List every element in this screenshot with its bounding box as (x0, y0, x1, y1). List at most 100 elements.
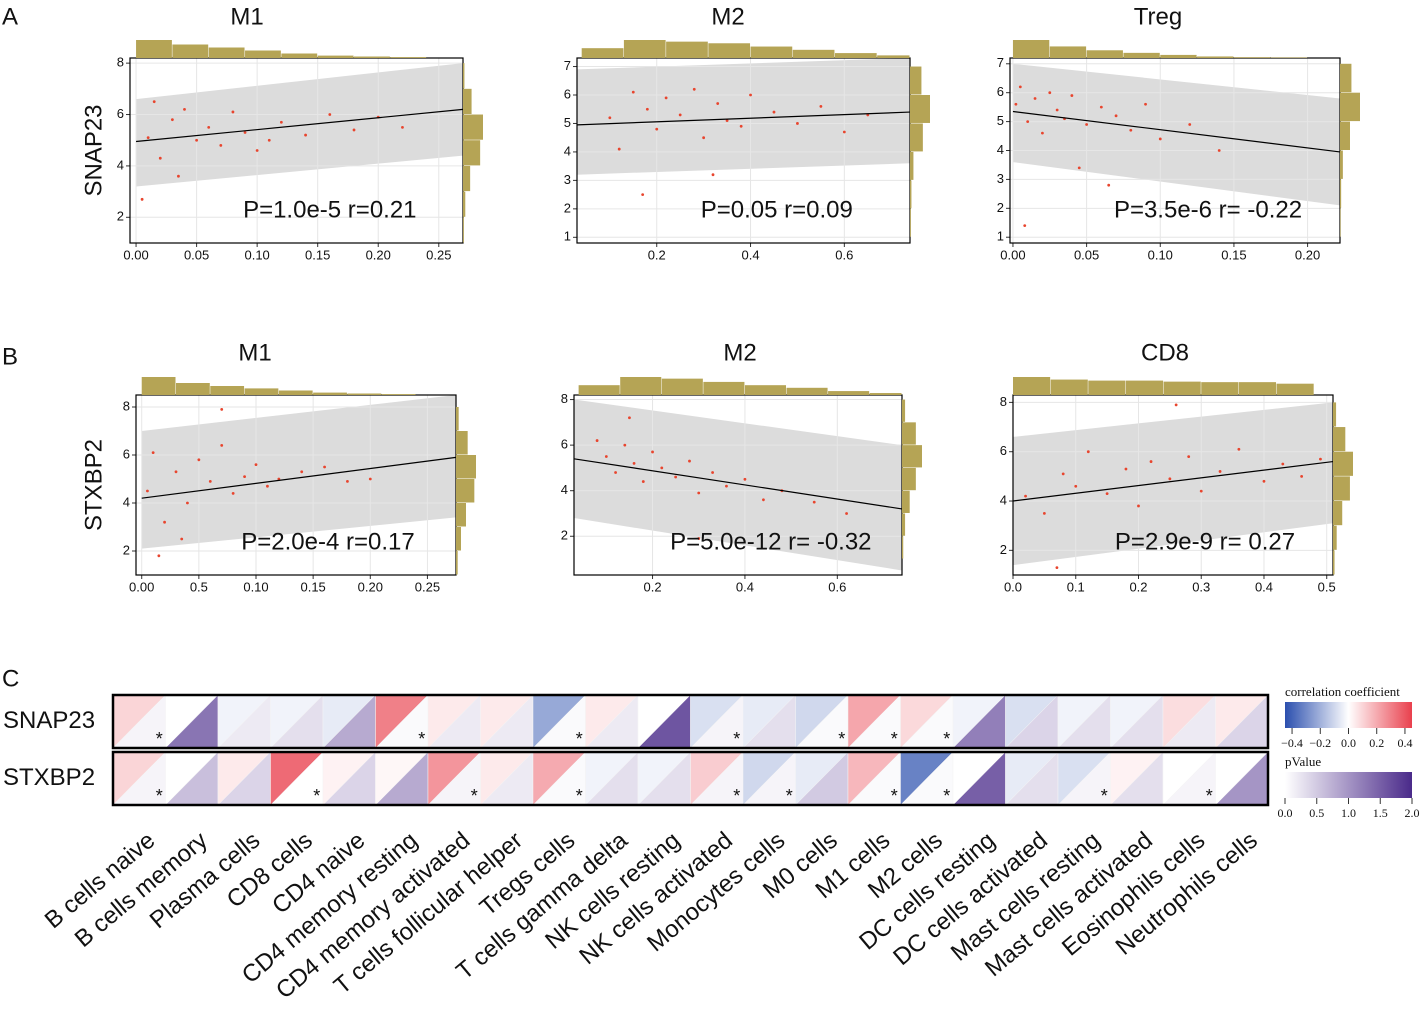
colorbar-tick-label: 0.4 (1397, 736, 1412, 750)
y-hist-bar (1340, 63, 1352, 93)
point (207, 125, 211, 129)
point (655, 127, 659, 131)
y-hist-bar (1340, 150, 1343, 179)
point (401, 125, 404, 129)
y-hist-bar (1333, 550, 1335, 575)
point (1124, 467, 1128, 471)
point (1144, 102, 1147, 106)
x-tick-label: 0.4 (741, 247, 759, 262)
y-hist-bar (1340, 179, 1342, 208)
point (812, 500, 816, 504)
confidence-band (136, 63, 463, 187)
panel-title: Treg (1134, 3, 1182, 30)
x-hist-bar (1088, 380, 1126, 395)
point (151, 451, 155, 454)
x-hist-bar (1233, 57, 1271, 58)
y-tick-label: 6 (117, 106, 124, 121)
y-tick-label: 7 (564, 58, 571, 73)
significance-star: * (733, 786, 740, 806)
x-hist-bar (390, 57, 427, 58)
point (678, 113, 682, 117)
x-hist-bar (828, 391, 870, 395)
annotation: P=1.0e-5 r=0.21 (243, 196, 416, 223)
y-tick-label: 3 (997, 171, 1004, 186)
x-tick-label: 0.25 (426, 247, 451, 262)
x-tick-label: 0.2 (648, 247, 666, 262)
x-tick-label: 0.2 (1129, 579, 1147, 594)
point (608, 116, 612, 120)
colorbar-tick-label: 0.5 (1309, 806, 1324, 820)
point (1187, 455, 1191, 459)
y-hist-bar (910, 123, 923, 152)
panel-label: B (2, 343, 18, 370)
point (1168, 477, 1172, 481)
x-hist-bar (620, 377, 662, 395)
x-tick-label: 0.5 (190, 579, 208, 594)
y-axis-label: STXBP2 (80, 439, 107, 531)
confidence-band (1013, 402, 1333, 566)
point (1041, 131, 1044, 135)
y-hist-bar (456, 455, 476, 479)
y-hist-bar (456, 431, 468, 455)
x-hist-bar (869, 393, 902, 395)
y-hist-bar (456, 479, 475, 503)
point (739, 124, 743, 128)
panel-title: M1 (230, 3, 263, 30)
point (219, 143, 223, 147)
point (267, 138, 271, 142)
point (660, 466, 664, 470)
x-hist-bar (666, 41, 708, 58)
fit-line (141, 456, 457, 499)
x-hist-bar (1270, 57, 1308, 58)
y-hist-bar (902, 422, 916, 445)
significance-star: * (943, 729, 950, 749)
point (1048, 91, 1052, 95)
x-hist-bar (834, 53, 877, 58)
point (328, 113, 332, 116)
point (1199, 489, 1203, 493)
point (697, 491, 701, 495)
annotation: P=2.9e-9 r= 0.27 (1115, 528, 1295, 555)
y-hist-bar (463, 165, 471, 192)
colorbar-tick-label: 0.0 (1341, 736, 1356, 750)
y-tick-label: 6 (561, 437, 568, 452)
x-tick-label: 0.4 (1255, 579, 1273, 594)
annotation: P=0.05 r=0.09 (701, 196, 853, 223)
point (819, 104, 823, 108)
x-hist-bar (1197, 56, 1234, 58)
y-tick-label: 8 (117, 55, 124, 70)
point (674, 475, 678, 479)
x-tick-label: 0.10 (243, 579, 268, 594)
x-hist-bar (278, 390, 313, 395)
significance-star: * (733, 729, 740, 749)
x-hist-bar (354, 56, 390, 58)
y-hist-bar (902, 445, 922, 468)
significance-star: * (1101, 786, 1108, 806)
x-tick-label: 0.15 (300, 579, 325, 594)
fit-line (573, 458, 903, 510)
row-label: SNAP23 (3, 707, 95, 734)
y-tick-label: 6 (1000, 443, 1007, 458)
y-axis-label: SNAP23 (80, 104, 107, 196)
y-tick-label: 4 (564, 143, 571, 158)
y-tick-label: 6 (564, 86, 571, 101)
point (1107, 183, 1111, 187)
x-tick-label: 0.20 (358, 579, 383, 594)
y-hist-bar (1340, 92, 1360, 122)
point (1188, 123, 1192, 126)
y-hist-bar (902, 513, 906, 536)
y-tick-label: 6 (997, 84, 1004, 99)
point (243, 475, 246, 478)
significance-star: * (786, 786, 793, 806)
point (183, 107, 186, 111)
point (1237, 447, 1241, 451)
y-hist-bar (902, 467, 916, 491)
x-hist-bar (381, 394, 416, 395)
x-tick-label: 0.00 (1000, 247, 1025, 262)
y-hist-bar (902, 490, 910, 513)
point (140, 197, 144, 201)
y-tick-label: 4 (123, 494, 130, 509)
x-tick-label: 0.4 (736, 579, 754, 594)
x-hist-bar (744, 385, 787, 395)
x-tick-label: 0.3 (1192, 579, 1210, 594)
